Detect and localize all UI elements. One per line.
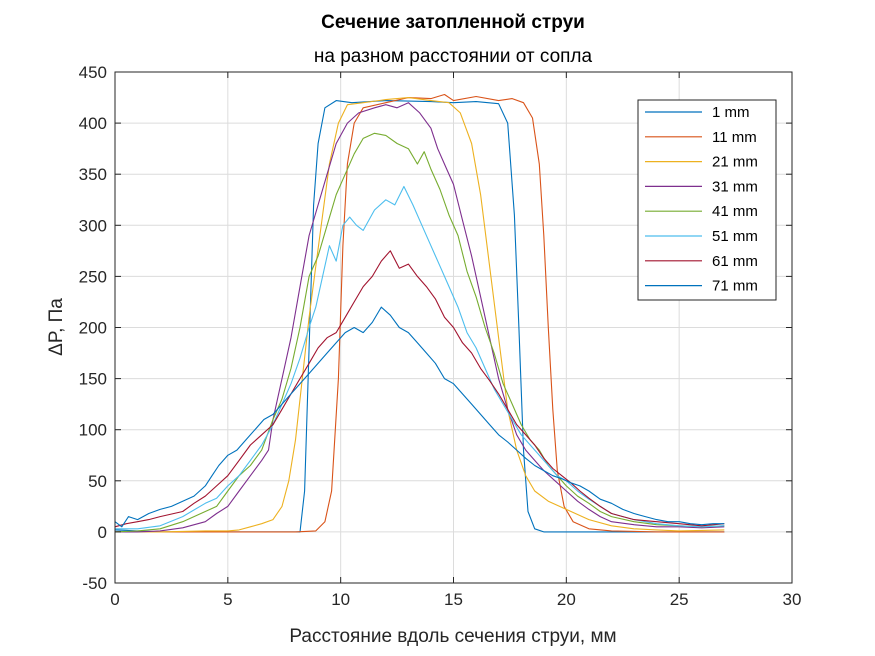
legend-label-7: 61 mm bbox=[712, 253, 758, 270]
legend: 1 mm 11 mm 21 mm 31 mm 41 mm 51 mm 61 mm 71 mm bbox=[637, 99, 777, 301]
y-tick-label: -50 bbox=[82, 574, 107, 593]
y-tick-label: 200 bbox=[79, 319, 107, 338]
y-tick-label: 0 bbox=[98, 523, 107, 542]
legend-label-3: 21 mm bbox=[712, 154, 758, 171]
ticks bbox=[114, 71, 793, 584]
y-tick-label: 250 bbox=[79, 267, 107, 286]
y-tick-label: 50 bbox=[88, 472, 107, 491]
series-line-5 bbox=[114, 132, 725, 533]
y-tick-label: 450 bbox=[79, 63, 107, 82]
series-line-7 bbox=[114, 250, 725, 528]
tick-labels: 0 5 10 15 20 25 30-500501001502002503003504004… bbox=[79, 63, 802, 609]
x-tick-label: 20 bbox=[557, 590, 576, 609]
y-axis-label: ΔP, Па bbox=[46, 298, 67, 356]
y-tick-label: 150 bbox=[79, 370, 107, 389]
x-tick-label: 10 bbox=[331, 590, 350, 609]
legend-box bbox=[637, 99, 777, 301]
x-tick-label: 25 bbox=[670, 590, 689, 609]
x-axis-label: Расстояние вдоль сечения струи, мм bbox=[289, 626, 616, 647]
series-line-4 bbox=[115, 102, 725, 533]
x-tick-label: 0 bbox=[110, 590, 119, 609]
y-tick-label: 350 bbox=[79, 165, 107, 184]
x-tick-label: 15 bbox=[444, 590, 463, 609]
y-tick-label: 400 bbox=[79, 114, 107, 133]
legend-label-8: 71 mm bbox=[712, 278, 758, 295]
series-line-8 bbox=[114, 306, 725, 528]
series-line-3 bbox=[115, 97, 725, 533]
series-line-6 bbox=[115, 185, 725, 530]
x-tick-label: 30 bbox=[783, 590, 802, 609]
chart-title: Сечение затопленной струи bbox=[321, 12, 585, 33]
legend-label-5: 41 mm bbox=[712, 203, 758, 220]
legend-label-1: 1 mm bbox=[712, 104, 750, 121]
y-tick-label: 300 bbox=[79, 216, 107, 235]
legend-label-6: 51 mm bbox=[712, 228, 758, 245]
legend-label-2: 11 mm bbox=[712, 129, 757, 146]
y-tick-label: 100 bbox=[79, 421, 107, 440]
series-layer bbox=[114, 93, 725, 533]
legend-label-4: 31 mm bbox=[712, 178, 758, 195]
series-line-2 bbox=[115, 93, 725, 533]
chart-subtitle: на разном расстоянии от сопла bbox=[314, 46, 593, 67]
x-tick-label: 5 bbox=[223, 590, 232, 609]
